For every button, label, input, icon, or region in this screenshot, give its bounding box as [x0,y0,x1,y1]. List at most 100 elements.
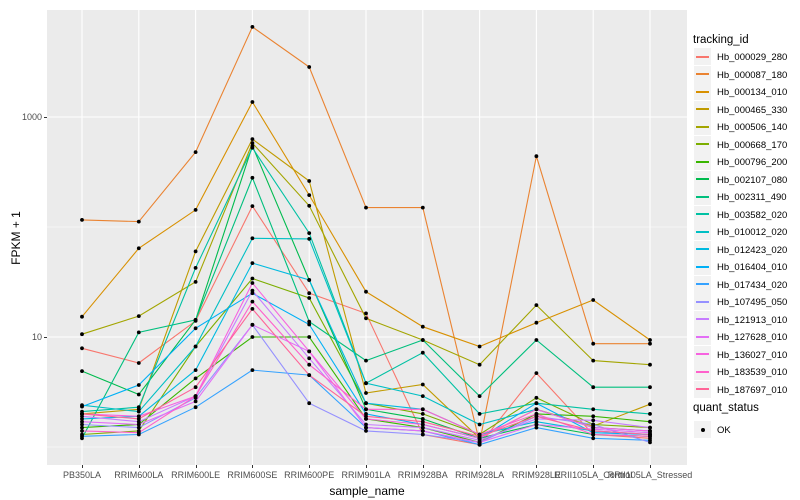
data-point [307,401,312,406]
line-swatch-icon [696,370,709,373]
x-tick-mark [195,465,197,468]
legend-item-label: Hb_121913_010 [717,314,788,326]
legend-item-Hb_000796_200: Hb_000796_200 [693,153,800,170]
data-point [80,369,84,373]
data-point [80,429,84,433]
data-point [648,419,652,424]
line-swatch-icon [696,248,709,250]
data-point [534,154,539,159]
data-point [477,362,482,367]
data-point [250,322,255,327]
line-swatch-icon [696,160,709,163]
x-tick-label-RRIM600LE: RRIM600LE [171,470,221,480]
data-point [250,368,255,372]
legend-item-label: Hb_107495_050 [717,297,788,308]
legend-key-box [694,100,711,118]
line-swatch-icon [696,178,709,180]
legend-key-box [694,48,711,65]
data-point [136,422,141,427]
legend-item-Hb_000668_170: Hb_000668_170 [693,135,800,153]
data-point [420,417,425,421]
y-tick-label: 10 [31,332,42,342]
y-tick-label: 1000 [21,112,42,122]
data-point [534,395,539,400]
data-point [250,307,255,311]
data-point [193,394,198,398]
line-swatch-icon [696,125,709,128]
x-tick-label-RRIM600LA: RRIM600LA [114,470,164,480]
data-point [193,405,198,410]
data-point [364,417,368,421]
data-point [648,341,652,346]
data-point [250,276,255,281]
data-point [307,291,312,296]
legend-item-ok: OK [693,421,800,438]
x-tick-mark [650,465,651,468]
y-tick-mark [44,337,47,338]
legend-key-box [694,205,711,223]
legend-key-box [694,65,711,83]
data-point [193,280,198,284]
data-point [307,203,312,208]
data-point [250,204,255,209]
data-point [364,414,368,419]
x-tick-label-RRIM928BA: RRIM928BA [397,470,448,480]
line-swatch-icon [696,283,709,285]
data-point [420,429,425,433]
legend-item-label: Hb_002107_080 [717,174,788,186]
data-point [534,303,539,307]
legend-item-label: Hb_127628_010 [717,332,788,343]
line-swatch-icon [696,108,709,110]
data-point [307,237,312,241]
data-point [591,341,596,346]
data-point [307,193,312,198]
legend-item-label: Hb_000134_010 [717,87,788,98]
data-point [477,440,482,445]
legend-item-Hb_012423_020: Hb_012423_020 [693,240,800,258]
x-tick-label-PB350LA: PB350LA [62,470,102,480]
data-point [648,385,652,390]
data-point [307,322,312,327]
data-point [250,141,255,145]
data-point [307,373,312,377]
y-axis-title: FPKM + 1 [9,211,23,265]
data-point [534,401,539,406]
x-tick-mark [422,465,424,468]
data-point [477,422,482,427]
data-point [250,25,255,29]
legend-item-Hb_000029_280: Hb_000029_280 [693,48,800,65]
data-point [534,371,539,375]
data-point [307,349,312,354]
x-tick-mark [536,465,538,468]
legend-key-box [694,275,711,293]
data-point [136,392,141,397]
legend-item-label: Hb_016404_010 [717,262,788,273]
line-swatch-icon [696,230,709,233]
legend-key-box [694,223,711,240]
data-point [648,402,652,407]
data-point [648,440,652,445]
legend-item-Hb_187697_010: Hb_187697_010 [693,380,800,398]
data-point [591,414,596,419]
data-point [591,436,596,441]
data-point [136,417,141,421]
legend-item-label: Hb_000796_200 [717,157,788,168]
legend-key-box [694,170,711,188]
x-tick-label-RRII105LA_Control: RRII105LA_Control [554,470,633,480]
x-tick-label-RRIM928LA: RRIM928LA [455,470,505,480]
legend-key-box [694,293,711,310]
chart-canvas [47,10,687,465]
line-swatch-icon [696,300,709,303]
data-point [420,419,425,424]
data-point [420,394,425,398]
data-point [591,432,596,437]
data-point [193,150,198,155]
data-point [534,407,539,412]
legend-key-box [694,135,711,153]
data-point [420,205,425,210]
data-point [307,296,312,300]
data-point [250,145,255,150]
data-point [80,332,84,337]
data-point [80,346,84,351]
line-swatch-icon [696,55,709,58]
